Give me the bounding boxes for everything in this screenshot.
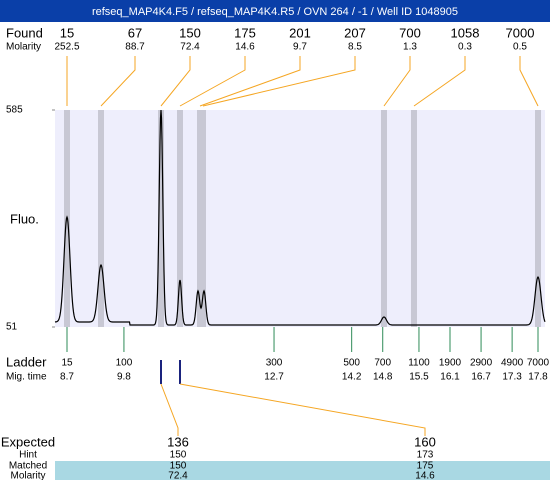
found-label: Found <box>6 25 43 40</box>
header-title: refseq_MAP4K4.F5 / refseq_MAP4K4.R5 / OV… <box>92 6 458 18</box>
ladder-size: 4900 <box>501 358 524 369</box>
found-molarity: 0.3 <box>458 42 472 53</box>
found-size: 1058 <box>451 25 480 40</box>
found-molarity: 9.7 <box>293 42 307 53</box>
ladder-mig-time: 16.1 <box>440 372 460 383</box>
match-connector <box>179 383 426 436</box>
peak-connector <box>179 56 246 107</box>
ladder-mig-time: 17.3 <box>502 372 522 383</box>
peak-band <box>158 110 164 327</box>
found-molarity: 14.6 <box>235 42 255 53</box>
ladder-size: 100 <box>116 358 133 369</box>
ladder-mig-time: 15.5 <box>409 372 429 383</box>
peak-connector <box>383 56 411 107</box>
found-size: 67 <box>128 25 142 40</box>
found-size: 700 <box>399 25 421 40</box>
ladder-size: 1100 <box>408 358 430 369</box>
y-axis-label: Fluo. <box>10 211 39 226</box>
ladder-size: 15 <box>61 358 73 369</box>
peak-connector <box>199 56 301 107</box>
ladder-size: 500 <box>343 358 360 369</box>
expected-row-label: Molarity <box>10 471 45 480</box>
expected-value: 173 <box>417 450 434 461</box>
expected-value: 14.6 <box>415 471 435 480</box>
peak-band <box>535 110 541 327</box>
ladder-size: 1900 <box>439 358 462 369</box>
peak-band <box>381 110 387 327</box>
ladder-mig-time: 16.7 <box>471 372 491 383</box>
molarity-label: Molarity <box>6 42 41 53</box>
found-molarity: 1.3 <box>403 42 417 53</box>
found-size: 7000 <box>506 25 535 40</box>
trace <box>54 109 546 326</box>
found-molarity: 0.5 <box>513 42 527 53</box>
ladder-label: Ladder <box>6 354 47 369</box>
expected-value: 175 <box>417 461 434 472</box>
ladder-mig-time: 9.8 <box>117 372 131 383</box>
peak-connector <box>413 56 466 107</box>
expected-value: 72.4 <box>168 471 188 480</box>
peak-connector <box>202 56 356 107</box>
ladder-mig-time: 8.7 <box>60 372 74 383</box>
peak-band <box>411 110 417 327</box>
peak-band <box>177 110 183 327</box>
found-size: 150 <box>179 25 201 40</box>
mig-time-label: Mig. time <box>6 372 47 383</box>
ladder-size: 7000 <box>527 358 550 369</box>
expected-value: 150 <box>170 461 187 472</box>
matched-band <box>55 461 550 480</box>
expected-row-label: Matched <box>9 461 47 472</box>
found-molarity: 88.7 <box>125 42 145 53</box>
expected-value: 136 <box>167 434 189 449</box>
peak-connector <box>519 56 539 107</box>
expected-row-label: Hint <box>19 450 37 461</box>
peak-band <box>98 110 104 327</box>
ladder-size: 700 <box>374 358 391 369</box>
peak-connector <box>160 56 191 107</box>
ladder-mig-time: 14.8 <box>373 372 393 383</box>
match-connector <box>160 383 179 436</box>
found-molarity: 72.4 <box>180 42 200 53</box>
peak-band <box>200 110 206 327</box>
found-molarity: 252.5 <box>54 42 79 53</box>
header-bar <box>0 0 550 22</box>
found-size: 207 <box>344 25 366 40</box>
found-size: 15 <box>60 25 74 40</box>
y-tick-label: 51 <box>6 322 18 333</box>
y-tick-label: 585 <box>6 105 23 116</box>
expected-value: 150 <box>170 450 187 461</box>
ladder-size: 2900 <box>470 358 493 369</box>
plot-area <box>55 110 545 327</box>
ladder-mig-time: 12.7 <box>264 372 284 383</box>
expected-row-label: Expected <box>1 434 55 449</box>
ladder-size: 300 <box>266 358 283 369</box>
found-size: 201 <box>289 25 311 40</box>
ladder-mig-time: 14.2 <box>342 372 362 383</box>
found-size: 175 <box>234 25 256 40</box>
ladder-mig-time: 17.8 <box>528 372 548 383</box>
peak-connector <box>100 56 136 107</box>
found-molarity: 8.5 <box>348 42 362 53</box>
expected-value: 160 <box>414 434 436 449</box>
